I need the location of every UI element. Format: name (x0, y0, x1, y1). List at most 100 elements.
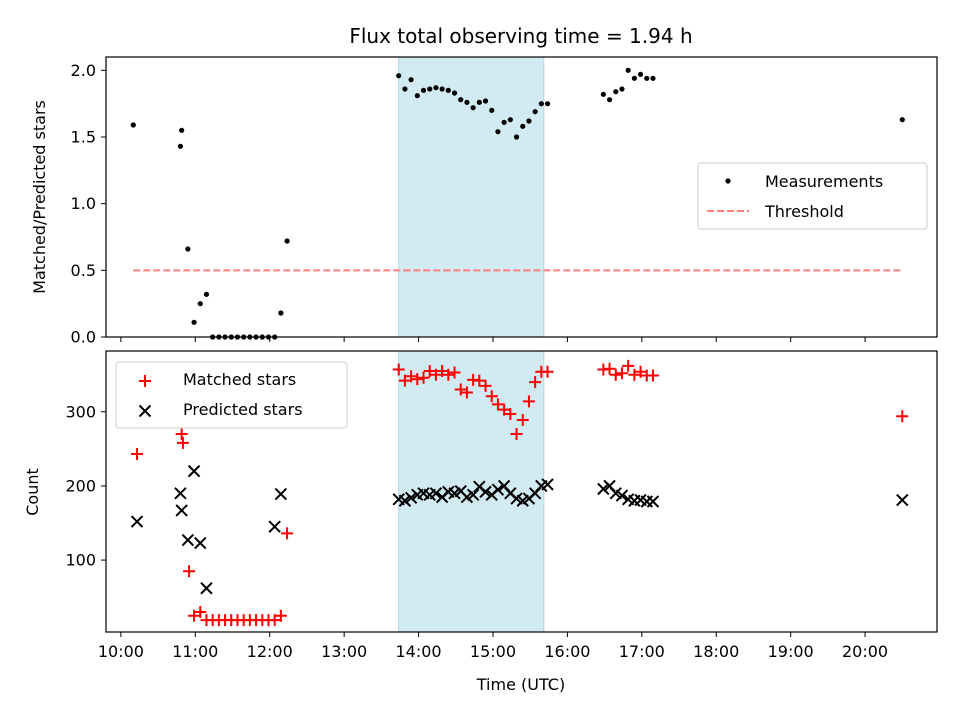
data-point (203, 291, 210, 297)
legend-label-measurements: Measurements (765, 172, 883, 191)
data-point (466, 488, 480, 502)
data-point (631, 75, 637, 81)
data-point (522, 395, 535, 408)
data-point (268, 614, 281, 627)
data-point (405, 370, 418, 383)
data-point (464, 99, 470, 105)
data-point (606, 97, 613, 103)
y-tick-label: 2.0 (71, 61, 96, 80)
data-point (644, 75, 650, 81)
data-point (183, 565, 196, 578)
data-point (194, 536, 207, 550)
data-point (460, 386, 473, 399)
data-point (479, 379, 492, 392)
data-point (429, 368, 442, 381)
data-point (176, 436, 189, 449)
data-point (398, 494, 412, 507)
legend-label-predicted: Predicted stars (183, 400, 303, 419)
x-axis-label: Time (UTC) (476, 675, 565, 694)
data-point (526, 118, 532, 124)
data-point (417, 371, 430, 384)
data-point (899, 117, 905, 123)
data-point (625, 67, 631, 73)
series-measurements (130, 67, 905, 340)
data-point (473, 374, 486, 387)
y-tick-label: 100 (65, 551, 96, 570)
x-tick-label: 14:00 (396, 642, 442, 661)
data-point (458, 97, 464, 103)
data-point (451, 90, 458, 96)
data-point (174, 487, 187, 500)
data-point (185, 246, 191, 252)
data-point (622, 359, 635, 372)
data-point (513, 134, 520, 140)
data-point (454, 383, 467, 396)
data-point (634, 365, 647, 378)
data-point (615, 489, 629, 502)
data-point (507, 117, 513, 123)
data-point (650, 75, 656, 81)
chart-title: Flux total observing time = 1.94 h (349, 24, 692, 48)
plot-frame (105, 350, 938, 633)
data-point (479, 485, 492, 499)
data-point (510, 428, 523, 441)
data-point (429, 487, 443, 500)
data-point (448, 366, 461, 379)
data-point (541, 478, 554, 491)
data-point (637, 71, 644, 77)
x-tick-label: 11:00 (172, 642, 218, 661)
x-tick-label: 16:00 (544, 642, 590, 661)
data-point (482, 98, 489, 104)
y-tick-label: 0.5 (71, 261, 96, 280)
x-tick-label: 20:00 (842, 642, 888, 661)
data-point (628, 368, 641, 381)
data-point (541, 365, 554, 378)
data-point (188, 609, 201, 622)
data-point (396, 73, 402, 79)
data-point (427, 86, 433, 92)
data-point (414, 93, 420, 99)
data-point (194, 605, 207, 618)
data-point (516, 413, 529, 426)
data-point (433, 85, 439, 91)
data-point (177, 143, 184, 149)
data-point (284, 238, 290, 244)
data-point (613, 89, 619, 95)
plot-frame (105, 56, 938, 338)
data-point (597, 482, 610, 496)
data-point (896, 493, 909, 507)
subplot-2: 100 200 300 10:00 11:00 12:00 13:00 14:00 15:00 1… (65, 350, 938, 661)
data-point (442, 368, 455, 381)
data-point (408, 77, 414, 83)
data-point (609, 368, 622, 381)
legend-bottom (115, 361, 348, 429)
legend-top (697, 162, 928, 230)
highlight-span (398, 56, 545, 338)
data-point (489, 107, 495, 113)
data-point (278, 310, 284, 316)
data-point (268, 520, 281, 533)
data-point (392, 363, 405, 376)
x-tick-label: 13:00 (321, 642, 367, 661)
data-point (476, 99, 482, 105)
y-tick-label: 1.0 (71, 194, 96, 213)
series-predicted-stars (130, 464, 909, 595)
data-point (398, 374, 411, 387)
legend-marker-predicted (138, 404, 152, 418)
data-point (420, 87, 427, 93)
data-point (130, 122, 136, 128)
data-point (520, 123, 526, 129)
data-point (200, 582, 213, 595)
data-point (498, 403, 511, 416)
data-point (175, 504, 188, 517)
x-tick-label: 19:00 (768, 642, 814, 661)
data-point (491, 398, 504, 411)
data-point (130, 515, 144, 528)
bottom-y-axis-label: Count (23, 468, 42, 516)
subplot-1: 0.0 0.5 1.0 1.5 2.0 (71, 56, 938, 347)
series-matched-stars (131, 359, 909, 627)
data-point (646, 369, 659, 382)
data-point (619, 86, 625, 92)
y-tick-label: 1.5 (71, 128, 96, 147)
data-point (544, 101, 551, 107)
